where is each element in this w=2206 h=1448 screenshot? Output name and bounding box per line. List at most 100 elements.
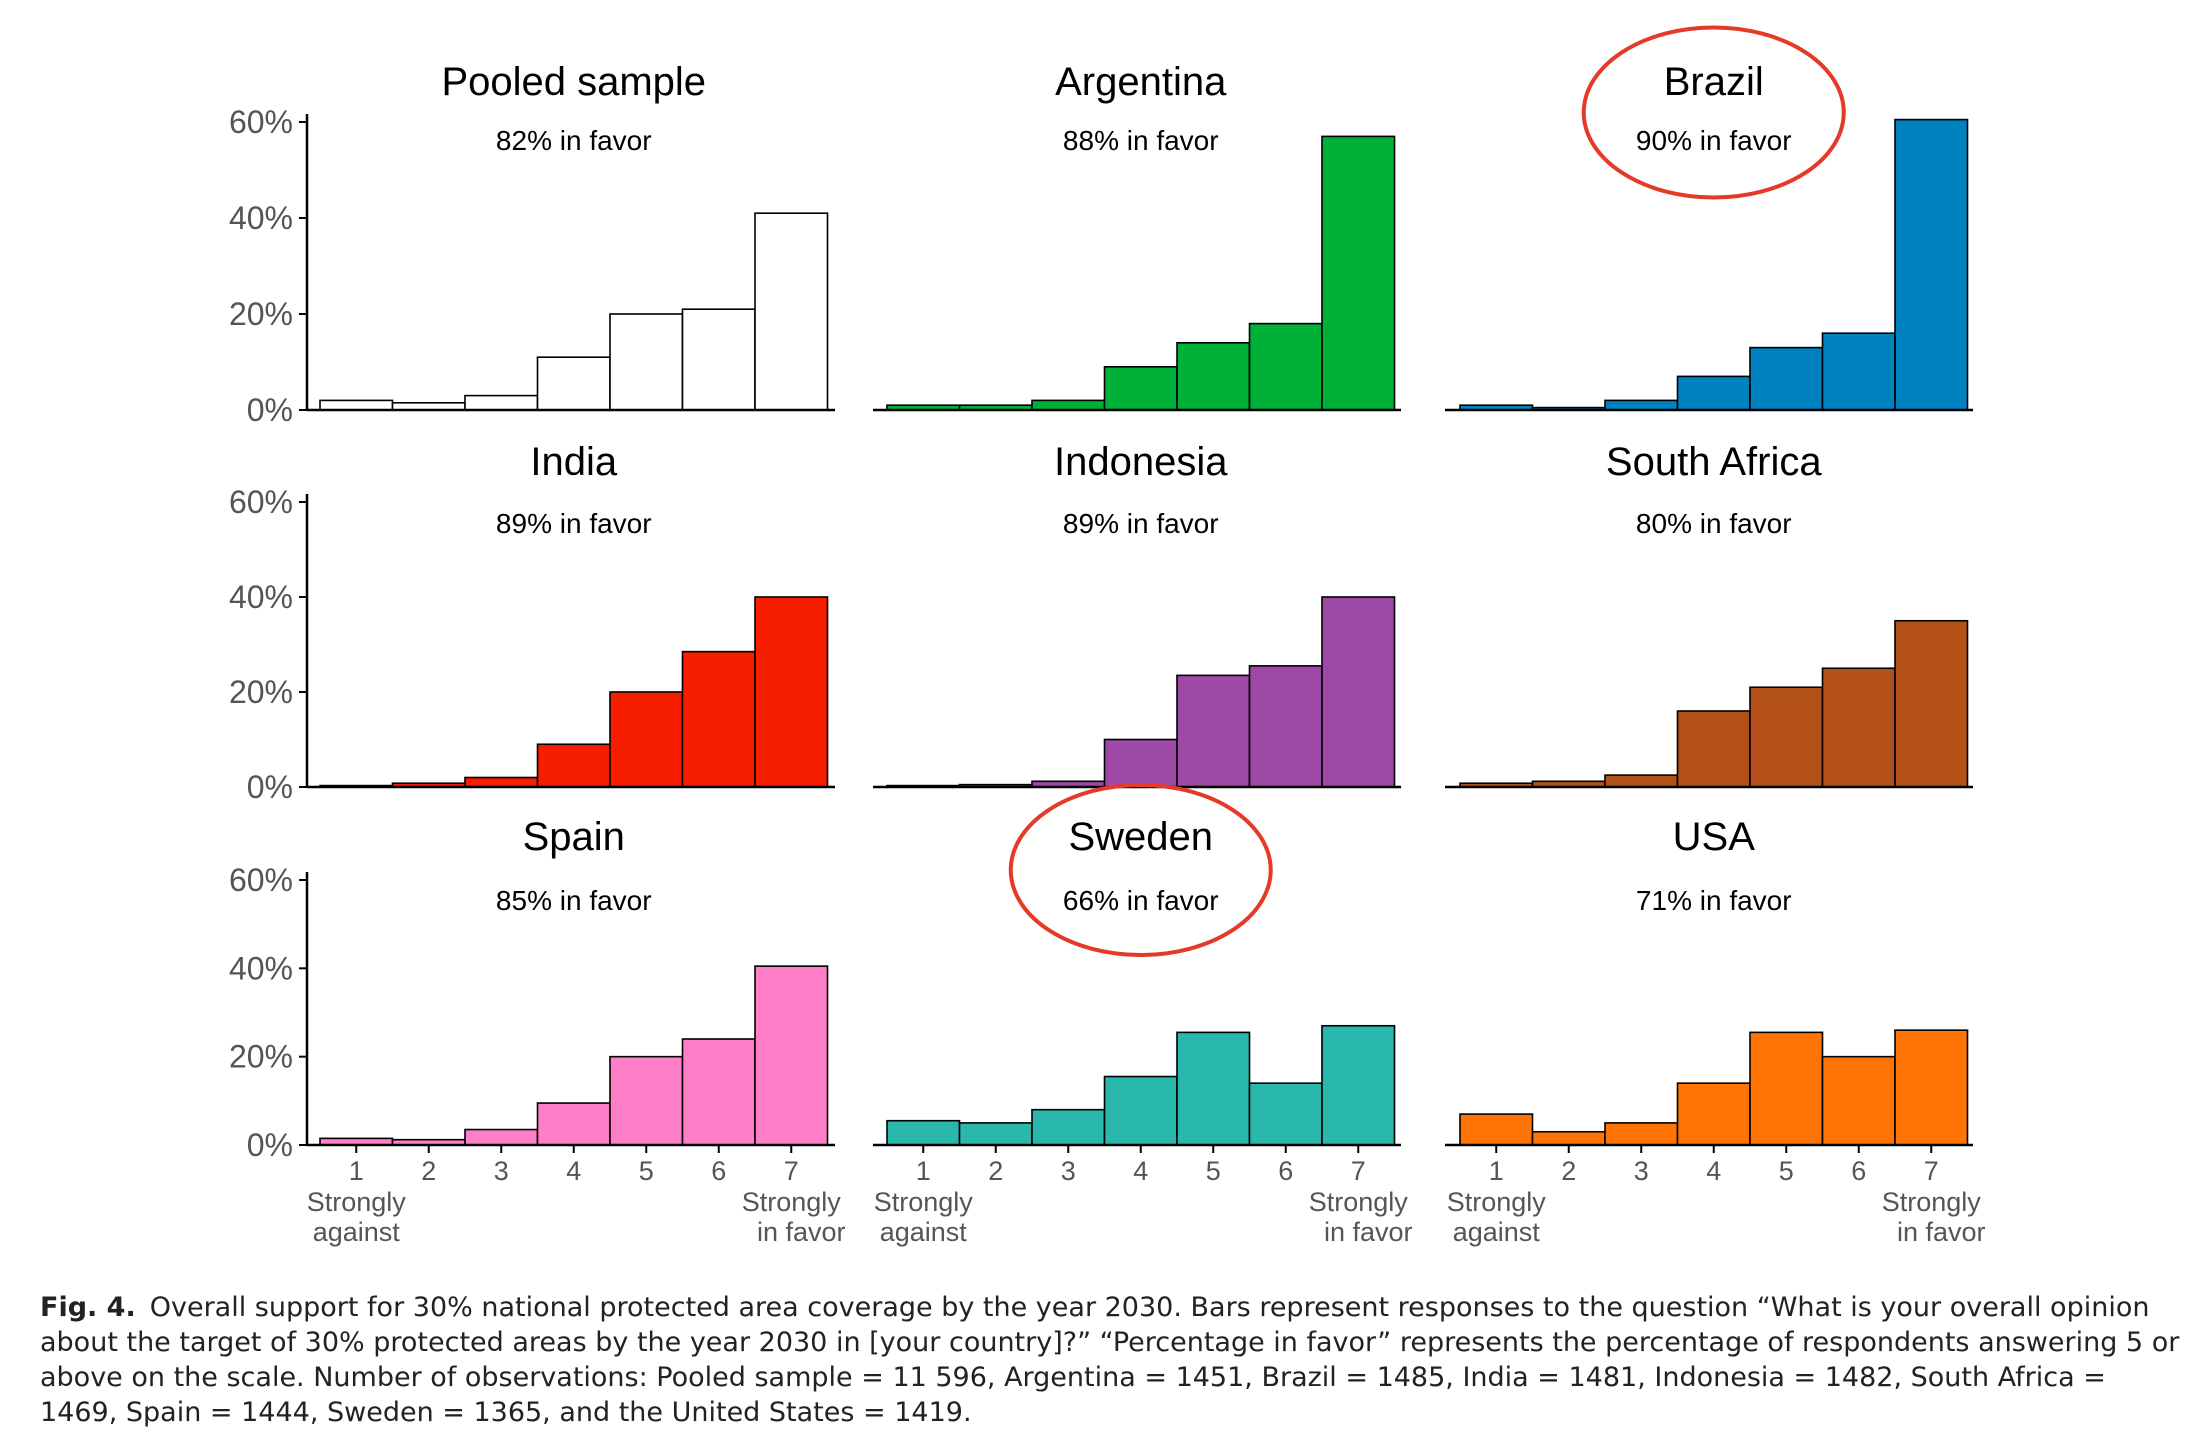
- caption-label: Fig. 4.: [40, 1292, 136, 1323]
- spain-x-label-left-line2: against: [313, 1217, 401, 1247]
- sweden-x-tick-label: 1: [916, 1156, 931, 1186]
- usa-x-tick-label: 1: [1489, 1156, 1504, 1186]
- spain-y-tick-label: 20%: [229, 1039, 293, 1075]
- india-bar-3: [464, 776, 539, 788]
- indonesia-bar-7: [1321, 596, 1396, 788]
- spain-bar-7: [754, 965, 829, 1146]
- south-africa-bar-6: [1821, 667, 1896, 788]
- south-africa-subtitle: 80% in favor: [1636, 508, 1792, 539]
- indonesia-title: Indonesia: [1054, 440, 1228, 484]
- indonesia-bar-4: [1103, 738, 1178, 788]
- usa-subtitle: 71% in favor: [1636, 885, 1792, 916]
- pooled-sample-bar-5: [609, 313, 684, 411]
- indonesia-bar-5: [1176, 674, 1251, 788]
- usa-x-label-left-line1: Strongly: [1447, 1187, 1547, 1217]
- south-africa-bar-7: [1894, 619, 1969, 788]
- indonesia-bar-6: [1248, 665, 1323, 788]
- sweden-bar-5: [1176, 1031, 1251, 1146]
- sweden-bar-1: [886, 1119, 961, 1146]
- brazil-title: Brazil: [1664, 60, 1764, 104]
- brazil-bar-7: [1894, 118, 1969, 411]
- spain-x-tick-label: 6: [711, 1156, 726, 1186]
- pooled-sample-y-tick-label: 60%: [229, 104, 293, 140]
- argentina-bar-4: [1103, 365, 1178, 411]
- pooled-sample-bar-1: [319, 399, 394, 411]
- spain-bar-6: [681, 1038, 756, 1146]
- spain-x-tick-label: 1: [349, 1156, 364, 1186]
- sweden-x-tick-label: 7: [1351, 1156, 1366, 1186]
- sweden-bar-4: [1103, 1075, 1178, 1146]
- sweden-bar-7: [1321, 1024, 1396, 1146]
- india-title: India: [530, 440, 617, 484]
- usa-x-tick-label: 2: [1561, 1156, 1576, 1186]
- spain-bar-3: [464, 1128, 539, 1146]
- argentina-bar-6: [1248, 322, 1323, 411]
- pooled-sample-bar-4: [536, 356, 611, 411]
- brazil-bar-6: [1821, 332, 1896, 411]
- sweden-x-tick-label: 6: [1278, 1156, 1293, 1186]
- spain-x-label-right-line1: Strongly: [742, 1187, 842, 1217]
- south-africa-bar-4: [1676, 710, 1751, 788]
- spain-y-tick-label: 40%: [229, 950, 293, 986]
- pooled-sample-bar-6: [681, 308, 756, 411]
- pooled-sample-y-tick-label: 0%: [247, 392, 293, 428]
- usa-x-label-right-line1: Strongly: [1882, 1187, 1982, 1217]
- spain-x-tick-label: 7: [784, 1156, 799, 1186]
- brazil-bar-5: [1749, 346, 1824, 411]
- usa-x-tick-label: 3: [1634, 1156, 1649, 1186]
- pooled-sample-title: Pooled sample: [441, 60, 706, 104]
- usa-x-tick-label: 6: [1851, 1156, 1866, 1186]
- spain-x-label-left-line1: Strongly: [307, 1187, 407, 1217]
- usa-bar-6: [1821, 1055, 1896, 1146]
- sweden-highlight-ring: [1008, 783, 1273, 957]
- india-bar-6: [681, 650, 756, 788]
- spain-bar-5: [609, 1055, 684, 1146]
- argentina-bar-5: [1176, 341, 1251, 411]
- spain-y-tick-label: 60%: [229, 862, 293, 898]
- india-bar-7: [754, 596, 829, 788]
- spain-subtitle: 85% in favor: [496, 885, 652, 916]
- sweden-subtitle: 66% in favor: [1063, 885, 1219, 916]
- indonesia-subtitle: 89% in favor: [1063, 508, 1219, 539]
- brazil-subtitle: 90% in favor: [1636, 125, 1792, 156]
- sweden-bar-2: [958, 1122, 1033, 1146]
- spain-x-tick-label: 2: [421, 1156, 436, 1186]
- usa-x-tick-label: 7: [1924, 1156, 1939, 1186]
- sweden-bar-3: [1031, 1108, 1106, 1146]
- usa-bar-3: [1604, 1122, 1679, 1146]
- usa-bar-4: [1676, 1082, 1751, 1146]
- india-y-tick-label: 0%: [247, 769, 293, 805]
- figure-caption: Fig. 4. Overall support for 30% national …: [40, 1290, 2180, 1430]
- spain-x-tick-label: 5: [639, 1156, 654, 1186]
- usa-x-label-right-line2: in favor: [1897, 1217, 1986, 1247]
- usa-bar-2: [1531, 1130, 1606, 1146]
- argentina-title: Argentina: [1055, 60, 1227, 104]
- india-bar-4: [536, 743, 611, 788]
- india-y-tick-label: 20%: [229, 674, 293, 710]
- south-africa-bar-5: [1749, 686, 1824, 788]
- pooled-sample-y-tick-label: 20%: [229, 296, 293, 332]
- sweden-bar-6: [1248, 1082, 1323, 1146]
- sweden-x-label-right-line2: in favor: [1324, 1217, 1413, 1247]
- sweden-x-label-left-line1: Strongly: [874, 1187, 974, 1217]
- south-africa-bar-3: [1604, 774, 1679, 788]
- usa-title: USA: [1673, 815, 1756, 859]
- usa-x-tick-label: 5: [1779, 1156, 1794, 1186]
- argentina-bar-7: [1321, 135, 1396, 411]
- spain-x-tick-label: 3: [494, 1156, 509, 1186]
- south-africa-title: South Africa: [1606, 440, 1822, 484]
- india-subtitle: 89% in favor: [496, 508, 652, 539]
- pooled-sample-bar-7: [754, 212, 829, 411]
- spain-bar-4: [536, 1102, 611, 1146]
- usa-x-tick-label: 4: [1706, 1156, 1721, 1186]
- sweden-x-tick-label: 4: [1133, 1156, 1148, 1186]
- brazil-bar-3: [1604, 399, 1679, 411]
- argentina-subtitle: 88% in favor: [1063, 125, 1219, 156]
- spain-x-label-right-line2: in favor: [757, 1217, 846, 1247]
- india-y-tick-label: 40%: [229, 579, 293, 615]
- spain-title: Spain: [523, 815, 625, 859]
- spain-x-tick-label: 4: [566, 1156, 581, 1186]
- pooled-sample-bar-3: [464, 394, 539, 411]
- sweden-title: Sweden: [1068, 815, 1213, 859]
